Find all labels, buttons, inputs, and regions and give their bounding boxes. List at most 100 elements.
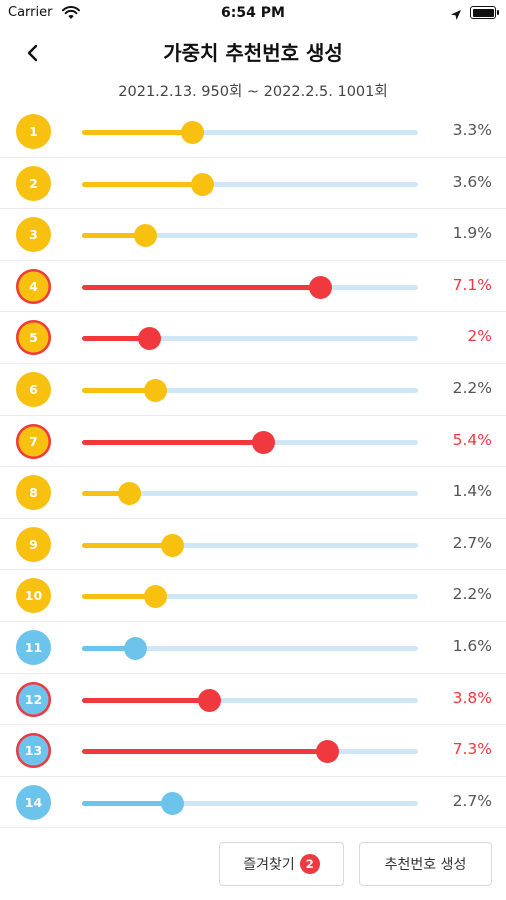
slider-fill <box>82 181 203 187</box>
weight-percent: 2% <box>467 327 492 346</box>
battery-icon <box>470 6 499 19</box>
weight-row: 14 2.7% <box>0 777 506 829</box>
favorites-label: 즐겨찾기 <box>243 857 295 873</box>
location-icon <box>450 6 462 20</box>
weight-slider[interactable] <box>82 791 418 815</box>
slider-thumb[interactable] <box>134 224 158 248</box>
weight-slider[interactable] <box>82 121 418 144</box>
number-ball: 6 <box>16 371 51 407</box>
slider-thumb[interactable] <box>161 791 185 815</box>
footer-actions: 즐겨찾기 2 추천번호 생성 <box>0 842 506 886</box>
weight-row: 6 2.2% <box>0 364 506 416</box>
weight-row: 1 3.3% <box>0 106 506 158</box>
weight-slider[interactable] <box>82 224 418 248</box>
slider-fill <box>82 387 156 393</box>
slider-fill <box>82 491 130 497</box>
weight-percent: 2.2% <box>452 585 492 604</box>
weight-slider[interactable] <box>82 482 418 506</box>
number-ball: 14 <box>16 784 51 820</box>
weight-row: 10 2.2% <box>0 570 506 622</box>
number-ball: 9 <box>16 526 51 562</box>
slider-fill <box>82 749 328 755</box>
slider-fill <box>82 130 193 135</box>
weight-row: 11 1.6% <box>0 622 506 674</box>
number-ball: 12 <box>16 681 51 717</box>
slider-thumb[interactable] <box>144 378 168 402</box>
weight-percent: 5.4% <box>452 430 492 449</box>
slider-fill <box>82 594 156 600</box>
nav-bar: 가중치 추천번호 생성 <box>0 28 506 76</box>
chevron-left-icon <box>27 44 38 62</box>
weight-percent: 2.7% <box>452 533 492 552</box>
slider-thumb[interactable] <box>117 482 141 506</box>
slider-thumb[interactable] <box>198 688 222 712</box>
slider-fill <box>82 233 146 239</box>
weight-slider[interactable] <box>82 688 418 712</box>
weight-slider[interactable] <box>82 533 418 557</box>
weight-percent: 1.4% <box>452 482 492 501</box>
slider-fill <box>82 439 264 445</box>
weight-row: 13 7.3% <box>0 725 506 777</box>
slider-thumb[interactable] <box>161 533 185 557</box>
weight-percent: 1.9% <box>452 224 492 243</box>
status-bar: Carrier 6:54 PM <box>0 0 506 28</box>
wifi-icon <box>62 5 80 19</box>
slider-thumb[interactable] <box>251 430 275 454</box>
slider-fill <box>82 336 150 342</box>
weight-row: 3 1.9% <box>0 209 506 261</box>
slider-thumb[interactable] <box>144 585 168 609</box>
weight-slider[interactable] <box>82 378 418 402</box>
slider-thumb[interactable] <box>137 327 161 351</box>
weight-percent: 2.7% <box>452 791 492 810</box>
date-range: 2021.2.13. 950회 ~ 2022.2.5. 1001회 <box>118 84 388 100</box>
weight-row: 12 3.8% <box>0 674 506 726</box>
weight-list: 1 3.3% 2 3.6% 3 1.9% 4 7.1% 5 2% 6 2.2% 7 5.4% 8 1.4% 9 2… <box>0 106 506 829</box>
slider-thumb[interactable] <box>191 172 215 196</box>
weight-slider[interactable] <box>82 740 418 764</box>
number-ball: 7 <box>16 423 51 459</box>
number-ball: 5 <box>16 320 51 356</box>
weight-slider[interactable] <box>82 585 418 609</box>
number-ball: 2 <box>16 165 51 201</box>
weight-percent: 2.2% <box>452 378 492 397</box>
slider-fill <box>82 645 136 651</box>
slider-fill <box>82 542 173 548</box>
weight-row: 2 3.6% <box>0 158 506 210</box>
slider-fill <box>82 284 321 290</box>
weight-percent: 1.6% <box>452 636 492 655</box>
number-ball: 11 <box>16 629 51 665</box>
weight-row: 7 5.4% <box>0 416 506 468</box>
weight-percent: 3.8% <box>452 688 492 707</box>
slider-fill <box>82 697 210 703</box>
weight-row: 8 1.4% <box>0 467 506 519</box>
slider-thumb[interactable] <box>124 636 148 660</box>
generate-numbers-button[interactable]: 추천번호 생성 <box>359 842 492 886</box>
weight-slider[interactable] <box>82 172 418 196</box>
weight-row: 9 2.7% <box>0 519 506 571</box>
number-ball: 1 <box>16 114 51 149</box>
weight-percent: 7.1% <box>452 275 492 294</box>
page-title: 가중치 추천번호 생성 <box>163 41 343 65</box>
weight-slider[interactable] <box>82 275 418 299</box>
number-ball: 3 <box>16 217 51 253</box>
number-ball: 13 <box>16 733 51 769</box>
slider-thumb[interactable] <box>309 275 333 299</box>
number-ball: 8 <box>16 475 51 511</box>
number-ball: 10 <box>16 578 51 614</box>
weight-row: 5 2% <box>0 312 506 364</box>
favorites-button[interactable]: 즐겨찾기 2 <box>219 842 344 886</box>
status-time: 6:54 PM <box>221 5 285 21</box>
weight-slider[interactable] <box>82 327 418 351</box>
number-ball: 4 <box>16 268 51 304</box>
slider-fill <box>82 800 173 806</box>
carrier-label: Carrier <box>8 5 53 20</box>
slider-thumb[interactable] <box>181 121 205 144</box>
weight-percent: 7.3% <box>452 740 492 759</box>
weight-percent: 3.6% <box>452 172 492 191</box>
weight-percent: 3.3% <box>452 121 492 139</box>
back-button[interactable] <box>18 38 48 68</box>
slider-thumb[interactable] <box>315 740 339 764</box>
weight-slider[interactable] <box>82 636 418 660</box>
weight-slider[interactable] <box>82 430 418 454</box>
weight-row: 4 7.1% <box>0 261 506 313</box>
